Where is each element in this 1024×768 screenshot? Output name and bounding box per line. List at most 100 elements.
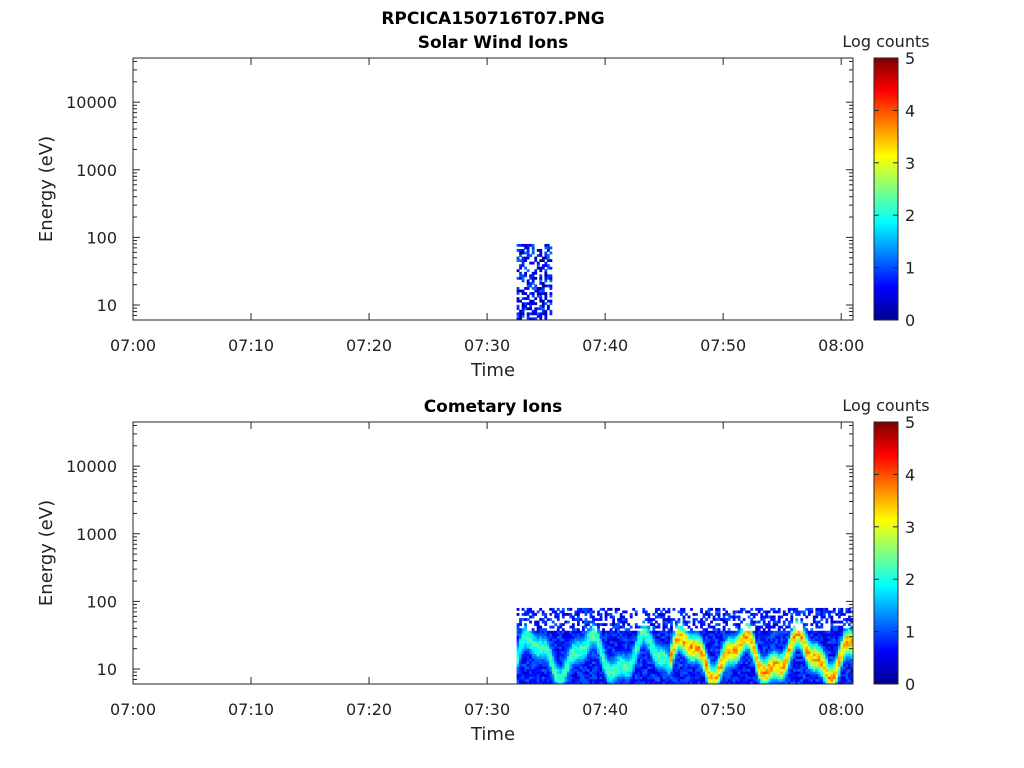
heatmap-cell (727, 651, 731, 654)
heatmap-cell (622, 648, 626, 652)
heatmap-cell (700, 633, 703, 637)
heatmap-cell (677, 645, 681, 649)
heatmap-cell (837, 625, 841, 629)
heatmap-cell (659, 651, 663, 654)
heatmap-cell (624, 618, 628, 621)
heatmap-cell (780, 633, 784, 637)
heatmap-cell (672, 656, 676, 659)
heatmap-cell (845, 633, 849, 637)
heatmap-cell (710, 671, 713, 675)
heatmap-cell (822, 673, 826, 677)
heatmap-cell (541, 645, 545, 649)
heatmap-cell (534, 645, 538, 649)
heatmap-cell (700, 638, 703, 642)
heatmap-cell (574, 643, 578, 647)
heatmap-cell (832, 635, 836, 639)
heatmap-cell (705, 638, 708, 642)
heatmap-cell (765, 630, 769, 634)
heatmap-cell (524, 251, 528, 255)
heatmap-cell (722, 676, 726, 680)
heatmap-cell (529, 276, 533, 280)
heatmap-cell (665, 661, 668, 665)
heatmap-cell (822, 630, 826, 634)
heatmap-cell (614, 653, 618, 657)
heatmap-cell (762, 628, 766, 632)
heatmap-cell (609, 663, 613, 667)
heatmap-cell (672, 653, 676, 657)
heatmap-cell (599, 640, 603, 644)
heatmap-cell (757, 668, 761, 672)
heatmap-cell (659, 613, 663, 616)
heatmap-cell (539, 254, 543, 257)
heatmap-cell (820, 643, 824, 647)
heatmap-cell (715, 630, 718, 634)
heatmap-cell (715, 676, 718, 680)
heatmap-cell (632, 633, 636, 637)
heatmap-cell (587, 635, 590, 639)
heatmap-cell (827, 671, 831, 675)
heatmap-cell (777, 673, 781, 677)
heatmap-cell (832, 610, 836, 614)
heatmap-cell (617, 663, 621, 667)
heatmap-cell (745, 658, 749, 662)
heatmap-cell (740, 656, 744, 659)
heatmap-cell (800, 620, 804, 624)
heatmap-cell (690, 638, 693, 642)
heatmap-cell (597, 610, 600, 614)
heatmap-cell (654, 651, 658, 654)
heatmap-cell (830, 658, 834, 662)
heatmap-cell (529, 299, 533, 303)
heatmap-cell (657, 663, 661, 667)
heatmap-cell (707, 673, 711, 677)
heatmap-cell (800, 638, 804, 642)
heatmap-cell (622, 668, 626, 672)
heatmap-cell (730, 615, 734, 619)
heatmap-cell (587, 681, 590, 685)
heatmap-cell (622, 676, 626, 680)
heatmap-cell (662, 671, 666, 675)
heatmap-cell (700, 671, 703, 675)
heatmap-cell (592, 638, 595, 642)
heatmap-cell (762, 615, 766, 619)
heatmap-cell (536, 635, 540, 639)
heatmap-cell (604, 666, 608, 670)
heatmap-cell (612, 668, 616, 672)
heatmap-cell (762, 623, 766, 626)
heatmap-cell (554, 648, 558, 652)
heatmap-cell (531, 628, 535, 632)
heatmap-cell (790, 613, 794, 616)
heatmap-cell (750, 673, 754, 677)
heatmap-cell (727, 628, 731, 632)
heatmap-cell (629, 681, 633, 685)
heatmap-cell (850, 645, 854, 649)
heatmap-cell (526, 618, 530, 621)
heatmap-cell (812, 678, 816, 682)
heatmap-cell (564, 630, 568, 634)
heatmap-cell (845, 673, 849, 677)
heatmap-cell (835, 620, 839, 624)
heatmap-cell (589, 615, 593, 619)
heatmap-cell (549, 648, 553, 652)
heatmap-cell (702, 681, 706, 685)
heatmap-cell (649, 673, 653, 677)
heatmap-cell (544, 314, 548, 318)
heatmap-cell (772, 620, 776, 624)
heatmap-cell (752, 640, 756, 644)
heatmap-cell (587, 658, 590, 662)
heatmap-cell (624, 630, 628, 634)
heatmap-cell (695, 676, 698, 680)
heatmap-cell (652, 635, 656, 639)
heatmap-cell (807, 613, 811, 616)
heatmap-cell (617, 668, 621, 672)
heatmap-cell (536, 630, 540, 634)
heatmap-cell (654, 610, 658, 614)
heatmap-cell (576, 633, 580, 637)
heatmap-cell (700, 607, 703, 611)
heatmap-cell (845, 618, 849, 621)
heatmap-cell (529, 630, 532, 634)
heatmap-cell (576, 615, 580, 619)
heatmap-cell (680, 656, 683, 659)
heatmap-cell (812, 638, 816, 642)
heatmap-cell (782, 610, 786, 614)
heatmap-cell (556, 658, 560, 662)
